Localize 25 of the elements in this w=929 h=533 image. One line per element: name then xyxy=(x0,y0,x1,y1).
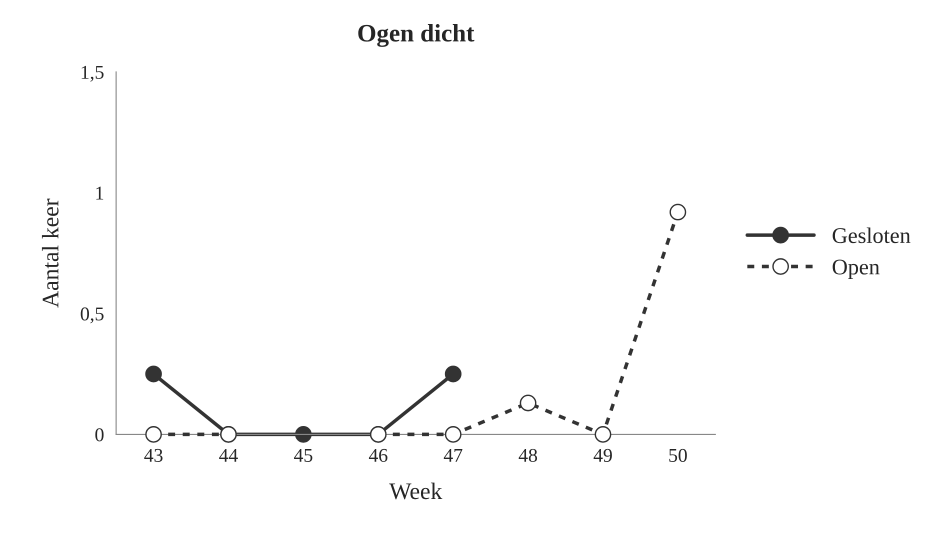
x-tick-label: 45 xyxy=(294,448,312,462)
legend-label: Gesloten xyxy=(832,227,910,244)
x-tick-label: 49 xyxy=(594,448,612,462)
x-tick-label: 46 xyxy=(368,448,388,462)
x-tick-label: 47 xyxy=(444,448,462,462)
y-axis-title: Aantal keer xyxy=(42,198,59,308)
x-axis-title: Week xyxy=(389,482,442,500)
x-tick-label: 50 xyxy=(669,448,687,462)
x-tick-label: 44 xyxy=(219,448,238,462)
x-tick-label: 48 xyxy=(518,448,538,462)
y-tick-label: 0 xyxy=(95,428,104,442)
x-tick-label: 43 xyxy=(144,448,163,462)
chart-title: Ogen dicht xyxy=(358,24,474,47)
y-tick-label: 1 xyxy=(96,186,104,200)
point xyxy=(145,366,162,382)
point xyxy=(444,366,462,382)
point xyxy=(520,394,536,412)
point xyxy=(670,204,686,220)
point xyxy=(594,426,612,443)
y-tick-label: 1,5 xyxy=(82,66,104,82)
legend-label: Open xyxy=(832,260,880,280)
point xyxy=(145,426,162,443)
y-tick-label: 0,5 xyxy=(80,307,104,324)
point xyxy=(444,426,462,443)
point xyxy=(295,426,312,443)
